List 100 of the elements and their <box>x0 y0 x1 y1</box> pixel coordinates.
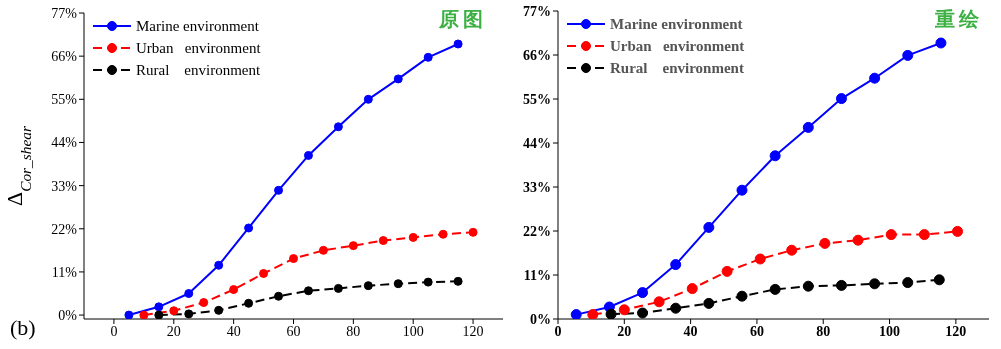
point <box>229 285 239 295</box>
point <box>423 277 433 287</box>
x-tick-label: 120 <box>945 323 967 339</box>
legend-label: Rural environment <box>136 61 261 79</box>
point <box>637 287 649 299</box>
point <box>363 281 373 291</box>
y-tick-label: 33% <box>51 178 78 194</box>
point <box>819 237 831 249</box>
x-tick-label: 120 <box>462 323 484 339</box>
point <box>570 309 582 319</box>
point <box>786 244 798 256</box>
point <box>802 280 814 292</box>
x-tick-label: 80 <box>346 323 361 339</box>
point <box>605 308 617 319</box>
point <box>393 74 403 84</box>
point <box>303 150 313 160</box>
point <box>453 39 463 49</box>
point <box>333 283 343 293</box>
point <box>721 265 733 277</box>
y-tick-label: 77% <box>523 3 551 19</box>
text: (b) <box>10 315 36 341</box>
point <box>214 305 224 315</box>
legend-label: Rural environment <box>610 59 744 77</box>
x-tick-label: 60 <box>286 323 301 339</box>
point <box>259 268 269 278</box>
y-tick-label: 44% <box>523 135 551 151</box>
point <box>274 291 284 301</box>
point <box>274 185 284 195</box>
y-tick-label: 0% <box>58 308 78 324</box>
legend-label: Urban environment <box>610 37 745 55</box>
point <box>318 245 328 255</box>
x-tick-label: 100 <box>879 323 901 339</box>
point <box>423 52 433 62</box>
legend-label: Marine environment <box>610 15 743 33</box>
point <box>869 278 881 290</box>
point <box>637 307 649 319</box>
point <box>835 93 847 105</box>
point <box>184 309 194 319</box>
y-tick-label: 66% <box>51 49 78 65</box>
y-tick-label: 11% <box>51 264 78 280</box>
x-tick-label: 0 <box>554 323 562 339</box>
y-tick-label: 77% <box>51 5 78 21</box>
y-tick-label: 55% <box>523 91 551 107</box>
point <box>686 283 698 295</box>
point <box>885 229 897 241</box>
point <box>918 229 930 241</box>
x-tick-label: 100 <box>402 323 424 339</box>
point <box>393 279 403 289</box>
point <box>363 94 373 104</box>
point <box>703 221 715 233</box>
y-tick-label: 55% <box>51 92 78 108</box>
y-tick-label: 66% <box>523 47 551 63</box>
point <box>736 184 748 196</box>
point <box>408 232 418 242</box>
annotation: 重绘 <box>935 6 983 33</box>
y-tick-label: 11% <box>523 267 551 283</box>
point <box>802 121 814 133</box>
point <box>214 260 224 270</box>
point <box>244 298 254 308</box>
point <box>184 289 194 298</box>
point <box>348 241 358 251</box>
point <box>670 259 682 271</box>
point <box>902 277 914 289</box>
y-tick-label: 33% <box>523 179 551 195</box>
x-tick-label: 40 <box>683 323 698 339</box>
point <box>333 122 343 132</box>
point <box>154 310 164 319</box>
point <box>653 296 665 308</box>
point <box>835 279 847 291</box>
point <box>453 276 463 286</box>
point <box>703 297 715 309</box>
point <box>154 302 164 312</box>
point <box>769 150 781 162</box>
point <box>952 225 963 237</box>
point <box>935 37 947 49</box>
x-tick-label: 20 <box>617 323 632 339</box>
point <box>902 49 914 61</box>
point <box>289 254 298 264</box>
point <box>736 290 748 302</box>
point <box>869 72 881 84</box>
point <box>139 310 149 319</box>
point <box>587 309 599 319</box>
point <box>933 274 945 286</box>
x-tick-label: 20 <box>166 323 181 339</box>
x-tick-label: 80 <box>816 323 831 339</box>
point <box>852 234 864 246</box>
x-tick-label: 40 <box>226 323 241 339</box>
point <box>244 223 254 233</box>
point <box>670 302 682 314</box>
point <box>468 227 478 237</box>
legend-label: Marine environment <box>136 17 259 35</box>
point <box>169 306 179 316</box>
point <box>199 298 209 308</box>
y-tick-label: 22% <box>51 221 78 237</box>
point <box>438 229 448 239</box>
point <box>754 253 766 265</box>
point <box>618 304 630 316</box>
legend-label: Urban environment <box>136 39 261 57</box>
x-tick-label: 60 <box>749 323 764 339</box>
point <box>769 283 781 295</box>
